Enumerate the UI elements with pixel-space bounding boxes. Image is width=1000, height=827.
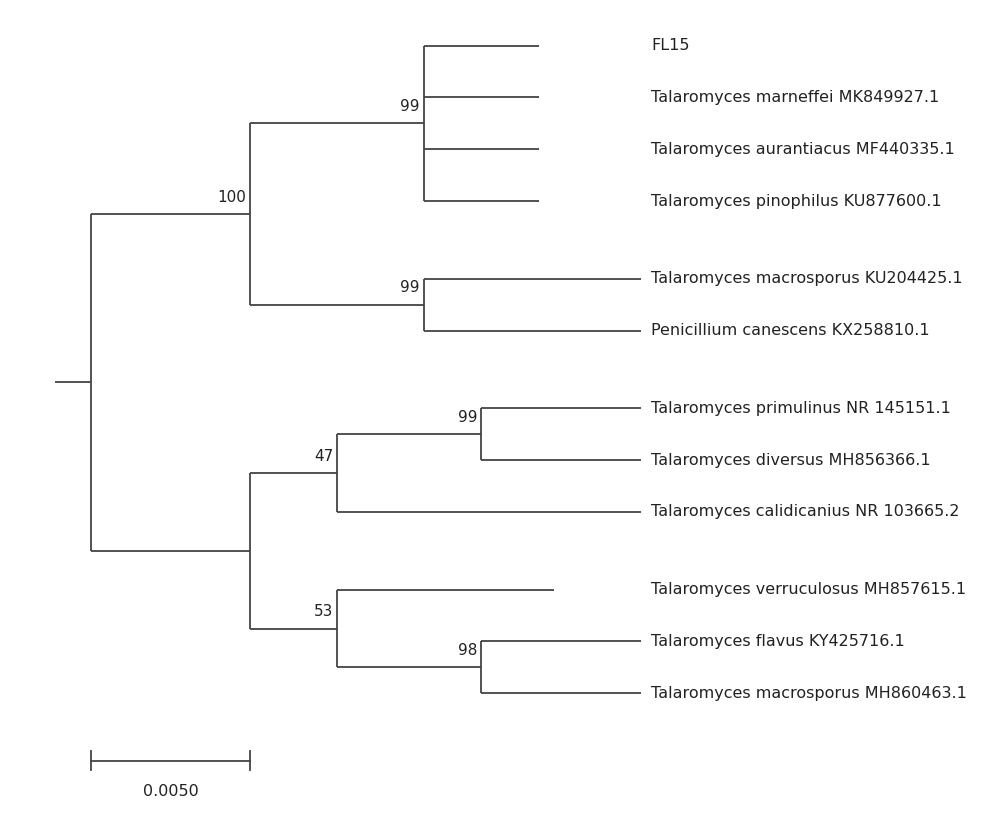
Text: Talaromyces primulinus NR 145151.1: Talaromyces primulinus NR 145151.1 (651, 401, 951, 416)
Text: Talaromyces macrosporus KU204425.1: Talaromyces macrosporus KU204425.1 (651, 271, 963, 286)
Text: 100: 100 (218, 189, 246, 205)
Text: Talaromyces marneffei MK849927.1: Talaromyces marneffei MK849927.1 (651, 90, 940, 105)
Text: Talaromyces diversus MH856366.1: Talaromyces diversus MH856366.1 (651, 452, 931, 467)
Text: Talaromyces flavus KY425716.1: Talaromyces flavus KY425716.1 (651, 634, 905, 649)
Text: 0.0050: 0.0050 (143, 784, 198, 799)
Text: 99: 99 (400, 280, 420, 295)
Text: Penicillium canescens KX258810.1: Penicillium canescens KX258810.1 (651, 323, 930, 338)
Text: Talaromyces aurantiacus MF440335.1: Talaromyces aurantiacus MF440335.1 (651, 141, 955, 157)
Text: 53: 53 (314, 605, 333, 619)
Text: Talaromyces macrosporus MH860463.1: Talaromyces macrosporus MH860463.1 (651, 686, 967, 700)
Text: 98: 98 (458, 643, 478, 658)
Text: Talaromyces calidicanius NR 103665.2: Talaromyces calidicanius NR 103665.2 (651, 504, 960, 519)
Text: 99: 99 (400, 99, 420, 114)
Text: Talaromyces pinophilus KU877600.1: Talaromyces pinophilus KU877600.1 (651, 194, 942, 208)
Text: 47: 47 (314, 449, 333, 464)
Text: FL15: FL15 (651, 38, 690, 53)
Text: Talaromyces verruculosus MH857615.1: Talaromyces verruculosus MH857615.1 (651, 582, 967, 597)
Text: 99: 99 (458, 410, 478, 425)
